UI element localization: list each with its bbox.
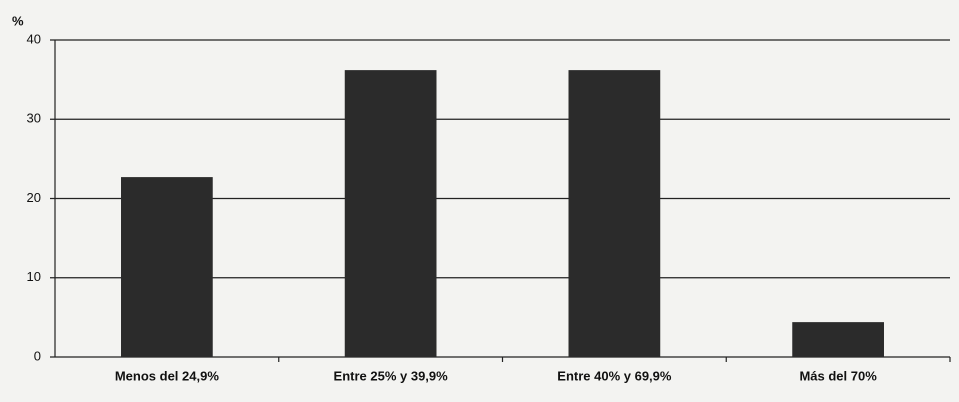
y-tick-label: 30 bbox=[27, 111, 41, 126]
y-tick-label: 40 bbox=[27, 31, 41, 46]
bar bbox=[344, 70, 437, 358]
y-axis-label: % bbox=[12, 13, 24, 28]
y-tick-label: 0 bbox=[34, 348, 41, 363]
x-tick-label: Más del 70% bbox=[799, 368, 877, 383]
y-tick-label: 10 bbox=[27, 269, 41, 284]
x-tick-label: Menos del 24,9% bbox=[115, 368, 219, 383]
x-tick-label: Entre 25% y 39,9% bbox=[334, 368, 449, 383]
y-tick-label: 20 bbox=[27, 190, 41, 205]
bar bbox=[121, 177, 213, 357]
bar bbox=[792, 322, 884, 357]
bar bbox=[568, 70, 661, 358]
x-tick-label: Entre 40% y 69,9% bbox=[557, 368, 672, 383]
